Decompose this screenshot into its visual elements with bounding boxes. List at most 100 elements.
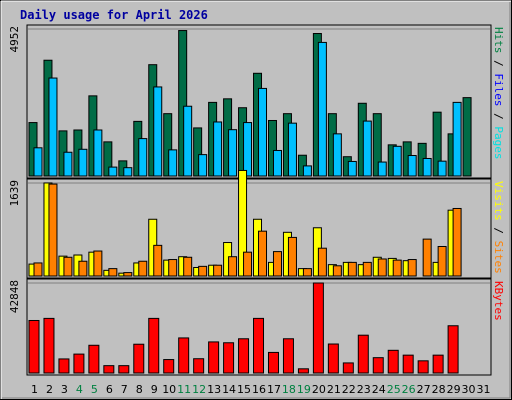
x-tick-label: 27 [417, 383, 431, 396]
bar-hits-day-17 [267, 119, 277, 177]
bar-kbytes-day-2 [43, 317, 55, 374]
bar-files-day-7 [123, 167, 133, 177]
bar-files-day-29 [452, 101, 462, 177]
bar-sites-day-28 [437, 245, 447, 277]
x-axis-labels: 1 2 3 4 5 6 7 8 9 10 11 12 13 14 15 16 17 18 19 20 21 22 23 24 2… [31, 383, 491, 396]
bar-kbytes-day-5 [88, 344, 100, 374]
bar-kbytes-day-18 [282, 338, 294, 374]
bar-sites-day-18 [287, 236, 297, 277]
bar-kbytes-day-26 [402, 354, 414, 374]
bar-sites-day-23 [362, 261, 372, 277]
legend-pages: Pages [492, 126, 505, 159]
x-tick-label: 3 [61, 383, 68, 396]
bar-kbytes-day-24 [372, 357, 384, 374]
bar-files-day-5 [93, 129, 103, 177]
x-tick-label: 14 [222, 383, 236, 396]
bar-sites-day-1 [33, 262, 43, 277]
x-tick-label: 18 [282, 383, 296, 396]
bar-files-day-21 [332, 133, 342, 177]
x-tick-label: 11 [177, 383, 191, 396]
panel-2: 1639 Visits / Sites [8, 169, 505, 279]
bar-kbytes-day-11 [178, 337, 190, 374]
y-max-label: 4952 [8, 26, 21, 53]
bar-sites-day-22 [347, 261, 357, 277]
bar-sites-day-21 [332, 265, 342, 277]
bar-files-day-28 [437, 160, 447, 177]
legend-panel-1: Hits / Files / Pages [492, 27, 505, 160]
bar-sites-day-16 [258, 230, 268, 277]
x-tick-label: 13 [207, 383, 221, 396]
x-tick-label: 19 [297, 383, 311, 396]
bar-files-day-23 [362, 120, 372, 177]
legend-files: Files [492, 73, 505, 106]
legend-/: / [492, 54, 505, 74]
x-tick-label: 1 [31, 383, 38, 396]
bar-kbytes-day-29 [447, 325, 459, 374]
bar-sites-day-2 [48, 183, 58, 277]
bar-kbytes-day-15 [238, 338, 250, 374]
chart-title: Daily usage for April 2026 [20, 8, 208, 22]
bar-files-day-9 [153, 86, 163, 177]
bar-visits-day-15 [238, 169, 248, 277]
bar-sites-day-19 [302, 268, 312, 277]
x-tick-label: 5 [91, 383, 98, 396]
bar-kbytes-day-9 [148, 317, 160, 374]
bar-sites-day-17 [272, 251, 282, 277]
bar-kbytes-day-10 [163, 359, 175, 374]
x-tick-label: 20 [312, 383, 326, 396]
bar-sites-day-29 [452, 207, 462, 277]
bar-sites-day-12 [198, 265, 208, 277]
bar-kbytes-day-3 [58, 358, 70, 374]
bar-hits-day-24 [372, 113, 382, 177]
bar-sites-day-15 [243, 251, 253, 277]
bar-sites-day-13 [213, 264, 223, 277]
y-max-label: 1639 [8, 180, 21, 207]
bar-hits-day-28 [432, 111, 442, 177]
legend-/: / [492, 107, 505, 127]
bar-kbytes-day-8 [133, 343, 145, 374]
bar-sites-day-5 [93, 250, 103, 277]
bar-files-day-20 [317, 41, 327, 177]
bar-sites-day-6 [108, 268, 118, 277]
bar-sites-day-9 [153, 244, 163, 277]
bar-hits-day-10 [163, 113, 173, 177]
y-max-label: 42848 [8, 280, 21, 313]
bar-sites-day-27 [422, 238, 432, 277]
x-tick-label: 23 [357, 383, 371, 396]
bar-files-day-17 [272, 149, 282, 177]
bar-sites-day-26 [407, 259, 417, 277]
bar-kbytes-day-1 [28, 319, 40, 374]
legend-sites: Sites [492, 241, 505, 274]
bar-files-day-11 [183, 105, 193, 177]
bar-files-day-25 [392, 145, 402, 177]
x-tick-label: 4 [76, 383, 83, 396]
legend-hits: Hits [492, 27, 505, 54]
legend-/: / [492, 221, 505, 241]
bar-files-day-15 [243, 122, 253, 177]
bar-files-day-4 [78, 148, 88, 177]
bar-kbytes-day-16 [253, 317, 265, 374]
x-tick-label: 26 [402, 383, 416, 396]
bar-files-day-2 [48, 77, 58, 177]
bar-kbytes-day-14 [223, 342, 235, 374]
legend-panel-3: KBytes [492, 281, 505, 321]
panels: 4952 Hits / Files / Pages 1639 Visits / Sit… [8, 24, 505, 376]
x-tick-label: 9 [151, 383, 158, 396]
x-tick-label: 21 [327, 383, 341, 396]
bar-hits-day-30 [462, 97, 472, 177]
x-tick-label: 22 [342, 383, 356, 396]
x-tick-label: 28 [432, 383, 446, 396]
x-tick-label: 12 [192, 383, 206, 396]
bar-sites-day-3 [63, 256, 73, 277]
bar-files-day-27 [422, 157, 432, 177]
bar-sites-day-7 [123, 272, 133, 277]
x-tick-label: 10 [162, 383, 176, 396]
bar-files-day-1 [33, 147, 43, 177]
bar-kbytes-day-20 [312, 282, 324, 374]
bar-files-day-14 [228, 129, 238, 177]
bar-sites-day-25 [392, 259, 402, 277]
bar-kbytes-day-28 [432, 354, 444, 374]
bar-sites-day-20 [317, 247, 327, 277]
bar-hits-day-12 [193, 127, 203, 177]
